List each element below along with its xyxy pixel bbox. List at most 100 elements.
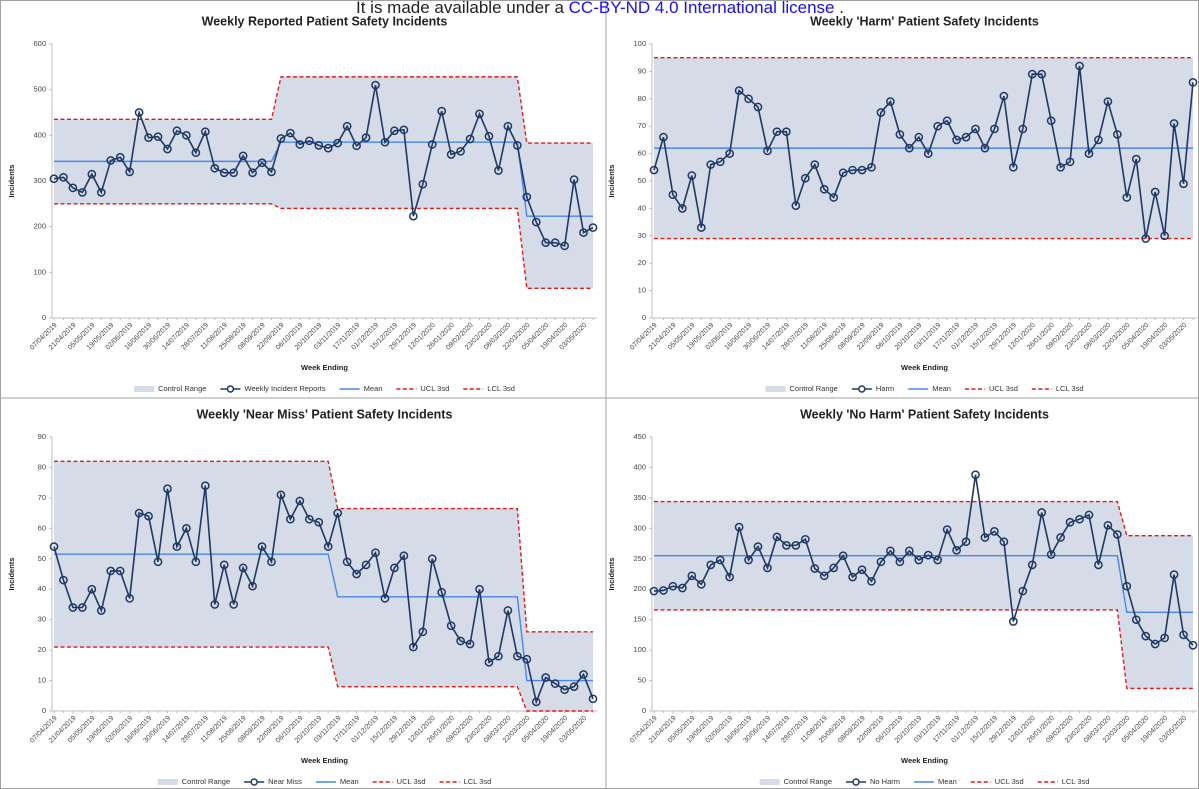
data-point (772, 532, 782, 542)
series-line (654, 500, 1193, 537)
y-tick-label: 80 (638, 94, 646, 103)
legend-label: Near Miss (268, 777, 302, 786)
data-point (569, 175, 579, 184)
data-point (465, 639, 475, 649)
data-point (734, 522, 744, 532)
data-point (1113, 530, 1122, 539)
data-point (904, 143, 914, 153)
data-point (465, 134, 475, 144)
series-line (653, 65, 1194, 239)
y-axis-title: Incidents (607, 165, 616, 198)
data-point (295, 140, 305, 149)
data-point (276, 490, 286, 500)
legend-label: LCL 3sd (1056, 384, 1084, 393)
data-point (696, 223, 706, 232)
data-point (276, 134, 286, 143)
data-point (531, 697, 541, 707)
data-point (437, 106, 447, 116)
data-point (503, 606, 513, 615)
data-point (550, 238, 560, 247)
x-axis-title: Week Ending (901, 363, 948, 372)
data-point (857, 165, 867, 175)
data-point (1008, 162, 1018, 172)
y-tick-label: 300 (33, 176, 46, 185)
data-point (942, 525, 952, 534)
data-point (380, 137, 390, 147)
data-point (229, 600, 239, 609)
y-tick-label: 100 (33, 267, 46, 276)
data-point (286, 128, 295, 138)
data-point (810, 564, 820, 573)
data-point (257, 542, 267, 551)
data-point (219, 560, 229, 570)
data-point (1008, 617, 1018, 626)
y-tick-label: 10 (638, 286, 646, 295)
legend: Control Range Near Miss Mean UCL 3sd LCL 3sd (157, 777, 491, 786)
data-point (819, 571, 829, 581)
y-tick-label: 250 (633, 554, 646, 563)
y-tick-label: 200 (33, 222, 46, 231)
data-point (753, 102, 763, 112)
data-point (895, 130, 905, 139)
data-point (437, 587, 447, 597)
license-note: It is made available under a CC-BY-ND 4.… (356, 0, 844, 17)
data-point (342, 121, 352, 131)
data-point (1018, 124, 1028, 134)
chart-title: Weekly 'No Harm' Patient Safety Incident… (800, 407, 1049, 421)
data-point (1084, 149, 1094, 158)
legend-label: UCL 3sd (420, 384, 449, 393)
data-point (191, 148, 201, 158)
data-point (144, 133, 153, 142)
data-point (1150, 187, 1160, 197)
data-point (678, 204, 687, 213)
data-point (418, 179, 428, 189)
data-point (725, 572, 734, 582)
data-point (1179, 179, 1188, 189)
data-point (952, 545, 961, 555)
data-point (923, 149, 933, 158)
data-point (668, 190, 678, 200)
data-point (314, 517, 324, 527)
license-link[interactable]: CC-BY-ND 4.0 International license (569, 0, 835, 17)
legend-label: LCL 3sd (487, 384, 515, 393)
series-line (653, 474, 1194, 646)
y-tick-label: 150 (633, 615, 646, 624)
data-point (153, 557, 163, 567)
data-point (427, 140, 437, 149)
y-tick-label: 40 (38, 584, 46, 593)
data-point (125, 594, 134, 603)
data-point (503, 121, 513, 131)
data-point (923, 550, 933, 560)
data-point (678, 583, 687, 593)
data-point (876, 108, 886, 117)
data-point (229, 168, 239, 178)
data-point (134, 108, 144, 117)
license-text: It is made available under a (356, 0, 564, 17)
data-point (513, 141, 522, 150)
data-point (1122, 581, 1132, 591)
data-point (352, 141, 361, 151)
data-point (687, 571, 697, 581)
data-point (1075, 61, 1084, 71)
data-point (952, 135, 961, 145)
data-point (78, 603, 87, 612)
data-point (248, 168, 257, 178)
data-point (144, 511, 153, 521)
legend-label: UCL 3sd (995, 777, 1024, 786)
data-point (153, 132, 163, 142)
y-tick-label: 500 (33, 85, 46, 94)
data-point (725, 149, 734, 158)
data-point (999, 537, 1009, 547)
data-point (772, 127, 782, 137)
data-point (753, 542, 763, 551)
data-point (125, 167, 134, 177)
data-point (649, 165, 659, 175)
data-point (1037, 508, 1047, 517)
y-tick-label: 400 (633, 462, 646, 471)
data-point (87, 169, 97, 179)
data-point (782, 127, 791, 137)
y-tick-label: 50 (38, 554, 46, 563)
legend: Control Range Weekly Incident Reports Mean… (134, 384, 515, 393)
data-point (961, 537, 971, 547)
data-point (59, 575, 68, 585)
